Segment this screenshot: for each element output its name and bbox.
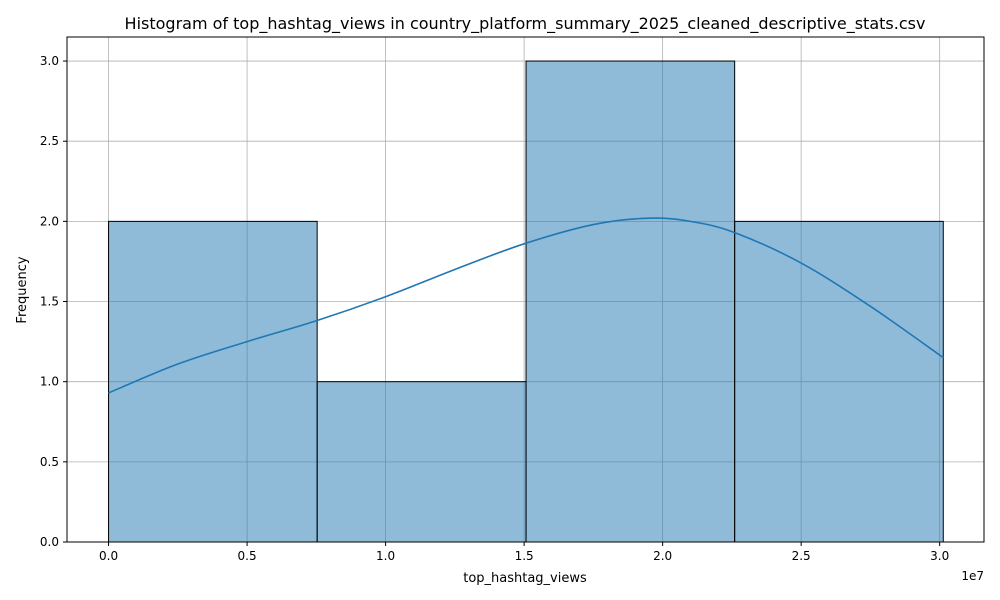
plot-frame [66, 36, 985, 543]
x-tick-label: 1.0 [376, 549, 395, 563]
y-tick-label: 0.0 [40, 535, 59, 549]
y-tick-label: 2.0 [40, 214, 59, 228]
chart-title: Histogram of top_hashtag_views in countr… [125, 14, 926, 34]
x-tick-label: 0.5 [238, 549, 257, 563]
x-axis-label: top_hashtag_views [463, 571, 587, 586]
x-tick-label: 2.5 [792, 549, 811, 563]
histogram-bar [734, 220, 944, 543]
histogram-bar [316, 381, 527, 543]
y-tick-label: 3.0 [40, 54, 59, 68]
y-tick-label: 2.5 [40, 134, 59, 148]
y-tick-label: 1.5 [40, 295, 59, 309]
histogram-bar [525, 60, 736, 543]
y-tick-label: 1.0 [40, 375, 59, 389]
x-tick-label: 1.5 [515, 549, 534, 563]
x-axis-offset-label: 1e7 [961, 569, 984, 583]
y-axis-label: Frequency [15, 256, 30, 323]
histogram-bars [108, 60, 944, 543]
x-tick-label: 2.0 [653, 549, 672, 563]
kde-curve [108, 217, 944, 394]
x-tick-label: 3.0 [930, 549, 949, 563]
x-tick-label: 0.0 [99, 549, 118, 563]
histogram-bar [108, 220, 318, 543]
y-tick-label: 0.5 [40, 455, 59, 469]
axes: 0.0 0.5 1.0 1.5 2.0 2.5 3.0 0.0 0.5 1.0 1.5 2.0 2.5 3… [40, 36, 985, 563]
